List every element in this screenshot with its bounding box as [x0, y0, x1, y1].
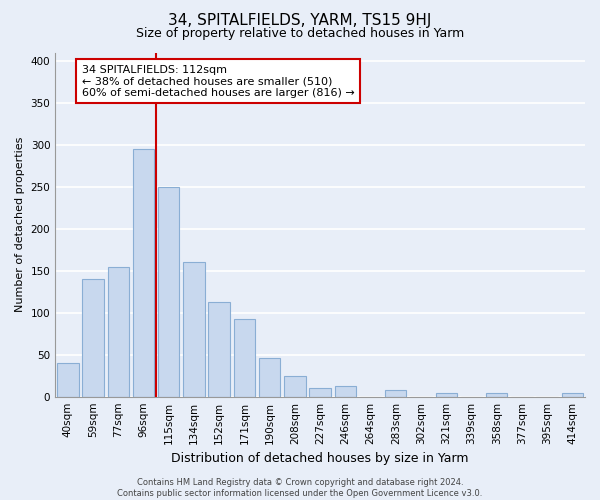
- Text: Size of property relative to detached houses in Yarm: Size of property relative to detached ho…: [136, 28, 464, 40]
- Text: 34 SPITALFIELDS: 112sqm
← 38% of detached houses are smaller (510)
60% of semi-d: 34 SPITALFIELDS: 112sqm ← 38% of detache…: [82, 64, 355, 98]
- Bar: [259, 358, 280, 397]
- Bar: [486, 394, 508, 396]
- Text: 34, SPITALFIELDS, YARM, TS15 9HJ: 34, SPITALFIELDS, YARM, TS15 9HJ: [169, 12, 431, 28]
- Bar: [436, 394, 457, 396]
- Bar: [57, 363, 79, 396]
- Bar: [107, 266, 129, 396]
- Bar: [562, 394, 583, 396]
- Bar: [284, 376, 305, 396]
- Bar: [335, 386, 356, 396]
- Bar: [133, 149, 154, 396]
- Bar: [208, 302, 230, 396]
- Y-axis label: Number of detached properties: Number of detached properties: [15, 137, 25, 312]
- Bar: [183, 262, 205, 396]
- Bar: [82, 279, 104, 396]
- X-axis label: Distribution of detached houses by size in Yarm: Distribution of detached houses by size …: [172, 452, 469, 465]
- Bar: [385, 390, 406, 396]
- Bar: [233, 318, 255, 396]
- Bar: [310, 388, 331, 396]
- Text: Contains HM Land Registry data © Crown copyright and database right 2024.
Contai: Contains HM Land Registry data © Crown c…: [118, 478, 482, 498]
- Bar: [158, 187, 179, 396]
